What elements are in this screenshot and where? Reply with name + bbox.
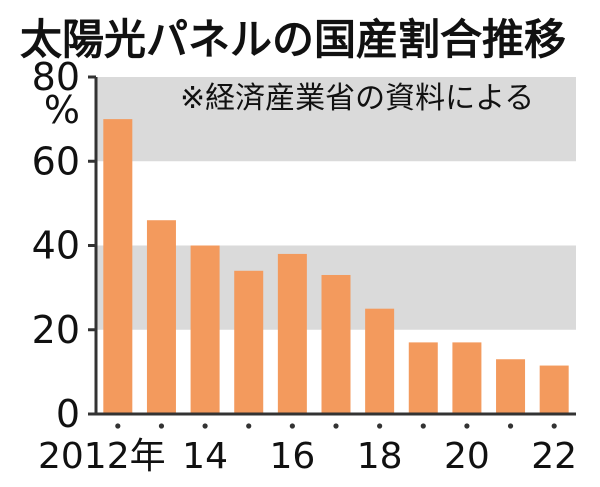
x-tick-dot-2015	[246, 423, 252, 429]
bar-2021	[496, 359, 526, 414]
x-tick-dot-2017	[333, 423, 339, 429]
bar-2015	[234, 270, 264, 414]
y-tick-label-20: 20	[32, 308, 80, 352]
x-tick-dot-2020	[464, 423, 470, 429]
bar-2013	[146, 220, 176, 414]
chart-title: 太陽光パネルの国産割合推移	[20, 15, 566, 64]
bar-2018	[365, 308, 395, 414]
bar-2016	[277, 253, 307, 414]
plot-bands	[96, 77, 576, 330]
x-ticks: 2012年 14 16 18 20 22	[38, 423, 577, 477]
x-tick-label-2012: 2012年	[38, 436, 166, 477]
x-tick-dot-2014	[202, 423, 208, 429]
bar-2012	[103, 119, 133, 414]
x-tick-label-2020: 20	[444, 436, 490, 477]
y-tick-label-0: 0	[56, 392, 80, 436]
bar-2017	[321, 274, 351, 414]
x-tick-label-2022: 22	[531, 436, 577, 477]
x-tick-dot-2019	[420, 423, 426, 429]
y-tick-label-80: 80	[32, 55, 80, 99]
bar-2014	[190, 245, 220, 414]
x-tick-dot-2013	[158, 423, 165, 429]
x-tick-label-2014: 14	[182, 436, 228, 477]
x-tick-label-2018: 18	[357, 436, 403, 477]
band-1	[96, 77, 576, 162]
y-tick-label-40: 40	[32, 224, 80, 268]
chart-note: ※経済産業省の資料による	[180, 81, 534, 116]
y-tick-label-60: 60	[32, 139, 80, 183]
x-tick-dot-2018	[377, 423, 383, 429]
x-tick-dot-2012	[115, 423, 121, 429]
y-ticks: 0 20 40 60 80	[32, 55, 96, 436]
x-tick-dot-2021	[507, 423, 514, 429]
bar-2019	[408, 342, 438, 414]
x-tick-label-2016: 16	[269, 436, 315, 477]
bar-2020	[452, 342, 482, 414]
x-tick-dot-2016	[289, 423, 295, 429]
x-tick-dot-2022	[551, 423, 557, 429]
y-axis-unit: %	[44, 88, 80, 132]
bar-2022	[539, 365, 569, 414]
bars	[103, 119, 569, 414]
